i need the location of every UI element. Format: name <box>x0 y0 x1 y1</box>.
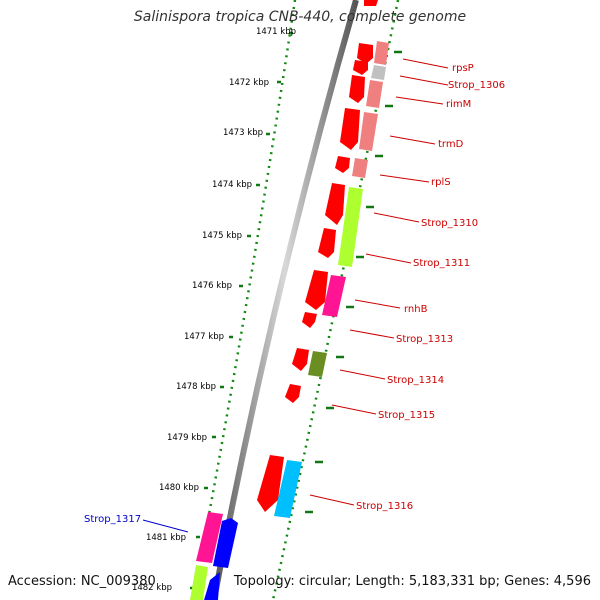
kbp-label: 1477 kbp <box>184 332 224 342</box>
kbp-label: 1475 kbp <box>202 231 242 241</box>
gene-label-strop-1310[interactable]: Strop_1310 <box>421 218 478 229</box>
gene-block[interactable] <box>366 80 383 108</box>
gene-arrow[interactable] <box>353 60 368 75</box>
gene-arrow[interactable] <box>292 348 309 371</box>
kbp-label: 1471 kbp <box>256 27 296 37</box>
kbp-label: 1482 kbp <box>132 583 172 593</box>
gene-label-trmd[interactable]: trmD <box>438 139 464 150</box>
kbp-label: 1479 kbp <box>167 433 207 443</box>
gene-arrow[interactable] <box>357 43 373 64</box>
gene-arrow[interactable] <box>213 518 238 568</box>
gene-block[interactable] <box>274 460 302 518</box>
label-leaders <box>142 58 449 533</box>
gene-label-rimm[interactable]: rimM <box>446 99 471 110</box>
kbp-label: 1478 kbp <box>176 382 216 392</box>
genome-title: Salinispora tropica CNB-440, complete ge… <box>133 9 467 25</box>
accession-text: Accession: NC_009380 <box>8 574 156 589</box>
gene-label-strop-1306[interactable]: Strop_1306 <box>448 80 505 91</box>
kbp-label: 1480 kbp <box>159 483 199 493</box>
gene-arrow[interactable] <box>349 75 365 103</box>
gene-block[interactable] <box>352 158 368 178</box>
topology-text: Topology: circular; Length: 5,183,331 bp… <box>233 574 591 589</box>
gene-block[interactable] <box>338 187 363 267</box>
kbp-label: 1476 kbp <box>192 281 232 291</box>
gene-label-strop-1311[interactable]: Strop_1311 <box>413 258 470 269</box>
gene-label-strop-1313[interactable]: Strop_1313 <box>396 334 453 345</box>
kbp-label: 1474 kbp <box>212 180 252 190</box>
gene-block[interactable] <box>322 275 346 317</box>
gene-block[interactable] <box>364 0 378 6</box>
kbp-ruler-track <box>191 0 297 600</box>
gene-label-strop-1317[interactable]: Strop_1317 <box>84 514 141 525</box>
gene-label-rpsp[interactable]: rpsP <box>452 63 474 74</box>
gene-arrow[interactable] <box>302 312 317 328</box>
gene-label-strop-1315[interactable]: Strop_1315 <box>378 410 435 421</box>
kbp-label: 1472 kbp <box>229 78 269 88</box>
gene-arrow[interactable] <box>257 455 284 512</box>
gene-label-rpls[interactable]: rplS <box>431 177 451 188</box>
gene-arrow[interactable] <box>318 228 336 258</box>
kbp-label: 1481 kbp <box>146 533 186 543</box>
gene-features <box>190 0 389 600</box>
gene-arrow[interactable] <box>335 156 350 173</box>
gene-arrow[interactable] <box>340 108 360 150</box>
gene-arrow[interactable] <box>285 384 301 403</box>
gene-block[interactable] <box>190 565 208 600</box>
track-ticks <box>305 50 402 514</box>
kbp-label: 1473 kbp <box>223 128 263 138</box>
gene-label-strop-1314[interactable]: Strop_1314 <box>387 375 444 386</box>
genome-backbone <box>211 0 359 600</box>
gene-block[interactable] <box>308 351 327 377</box>
gene-arrow[interactable] <box>325 183 345 225</box>
kbp-labels: 1471 kbp 1472 kbp 1473 kbp 1474 kbp 1475… <box>132 27 296 593</box>
gene-arrow[interactable] <box>305 270 328 310</box>
gene-block[interactable] <box>371 65 386 80</box>
gene-label-strop-1316[interactable]: Strop_1316 <box>356 501 413 512</box>
gene-block[interactable] <box>196 512 223 563</box>
gene-labels: rpsP Strop_1306 rimM trmD rplS Strop_131… <box>84 63 505 525</box>
gene-arrow[interactable] <box>204 572 220 600</box>
gene-block[interactable] <box>359 112 378 151</box>
gene-block[interactable] <box>374 41 389 65</box>
gene-label-rnhb[interactable]: rnhB <box>404 304 428 315</box>
